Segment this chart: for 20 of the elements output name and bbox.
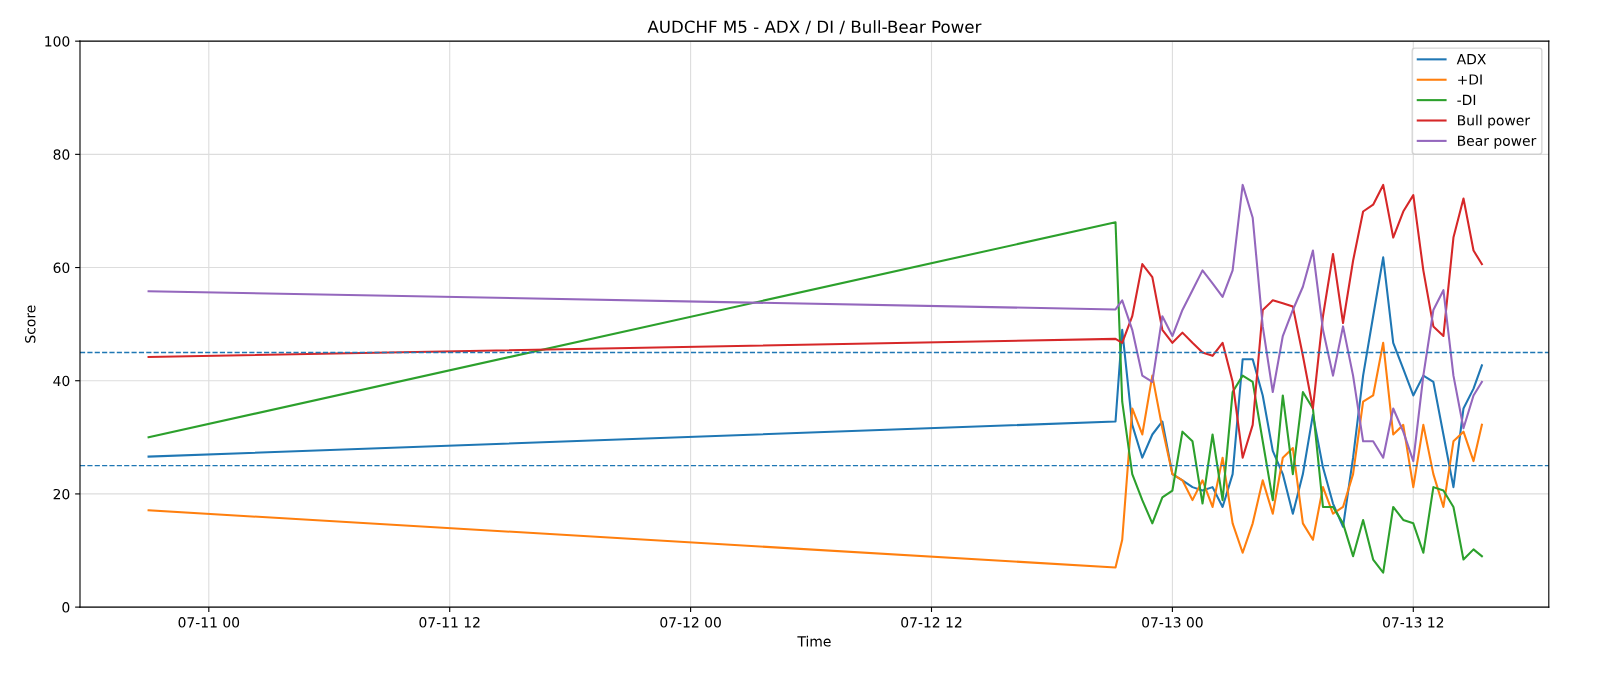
legend-label: Bull power (1458, 114, 1531, 129)
x-tick-label: 07-11 00 (178, 617, 240, 628)
y-tick-label: 40 (53, 375, 70, 387)
y-tick-label: 100 (45, 36, 70, 47)
x-tick-label: 07-12 00 (660, 617, 721, 628)
y-axis-title: Score (25, 305, 36, 343)
y-tick-label: 60 (53, 262, 70, 274)
x-axis-title: Time (797, 635, 831, 647)
x-tick-label: 07-12 12 (901, 617, 962, 628)
legend-label: +DI (1458, 74, 1482, 85)
y-tick-label: 20 (53, 488, 70, 500)
legend-label: -DI (1457, 94, 1476, 105)
y-tick-label: 80 (53, 149, 70, 160)
y-tick-label: 0 (62, 602, 70, 613)
legend-label: Bear power (1458, 135, 1537, 149)
x-tick-label: 07-13 12 (1382, 617, 1444, 628)
chart-title: AUDCHF M5 - ADX / DI / Bull-Bear Power (647, 20, 982, 35)
x-tick-label: 07-13 00 (1142, 617, 1203, 628)
legend-label: ADX (1456, 54, 1486, 65)
x-tick-label: 07-11 12 (419, 617, 480, 628)
